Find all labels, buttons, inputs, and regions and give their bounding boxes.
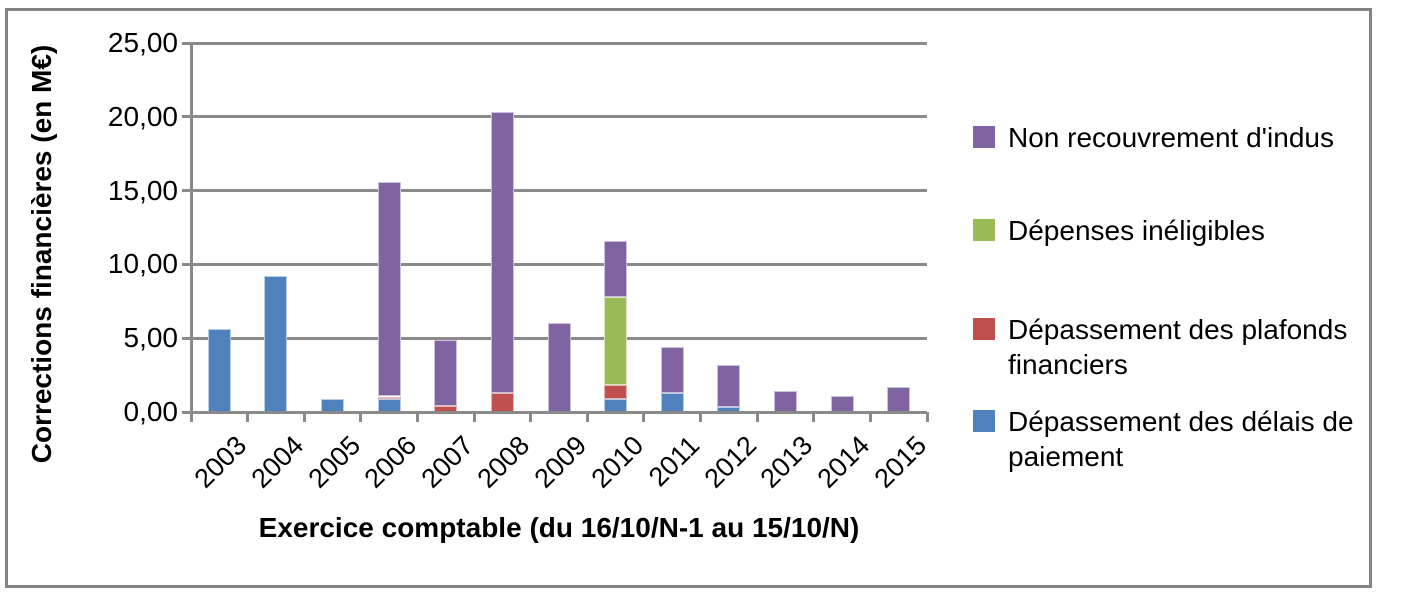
legend-label: Dépenses inéligibles — [1008, 215, 1265, 246]
y-tick-mark — [182, 262, 192, 266]
y-tick-mark — [182, 115, 192, 119]
y-tick-label: 20,00 — [107, 100, 178, 132]
x-tick-mark — [812, 412, 816, 422]
gridline-15 — [191, 189, 927, 193]
bar-segment-2015 — [887, 386, 911, 412]
legend-item: Non recouvrement d'indus — [973, 120, 1403, 155]
x-tick-mark — [529, 412, 533, 422]
y-tick-mark — [182, 189, 192, 193]
bar-segment-2012 — [717, 364, 741, 407]
y-tick-mark — [182, 41, 192, 45]
bar-segment-2007 — [434, 339, 458, 407]
bar-segment-2008 — [490, 392, 514, 412]
gridline-25 — [191, 41, 927, 45]
legend-label: Non recouvrement d'indus — [1008, 122, 1334, 153]
gridline-10 — [191, 262, 927, 266]
bar-segment-2010 — [604, 296, 628, 386]
x-tick-mark — [699, 412, 703, 422]
y-tick-label: 0,00 — [123, 396, 179, 427]
x-tick-mark — [246, 412, 250, 422]
x-tick-mark — [472, 412, 476, 422]
x-tick-mark — [359, 412, 363, 422]
legend-label: Dépassement des plafonds financiers — [1008, 314, 1348, 380]
x-tick-mark — [302, 412, 306, 422]
bar-segment-2003 — [207, 329, 231, 412]
legend-item: Dépenses inéligibles — [973, 213, 1403, 248]
legend-swatch — [973, 318, 995, 340]
legend-item: Dépassement des plafonds financiers — [973, 312, 1403, 382]
y-axis-title: Corrections financières (en M€) — [26, 44, 57, 464]
x-tick-mark — [925, 412, 929, 422]
bar-segment-2011 — [660, 392, 684, 412]
y-tick-label: 15,00 — [107, 174, 178, 206]
bar-segment-2013 — [773, 391, 797, 412]
y-tick-label: 5,00 — [123, 322, 179, 354]
legend-swatch — [973, 219, 995, 241]
chart-frame — [5, 8, 1372, 588]
y-tick-label: 10,00 — [107, 248, 178, 280]
x-axis-title: Exercice comptable (du 16/10/N-1 au 15/1… — [258, 512, 860, 543]
y-tick-mark — [182, 336, 192, 340]
gridline-20 — [191, 115, 927, 119]
legend-label: Dépassement des délais de paiement — [1008, 406, 1354, 472]
legend-swatch — [973, 410, 995, 432]
x-tick-mark — [642, 412, 646, 422]
x-tick-mark — [189, 412, 193, 422]
bar-segment-2006 — [377, 182, 401, 397]
legend-swatch — [973, 126, 995, 148]
legend-item: Dépassement des délais de paiement — [973, 404, 1403, 474]
plot-area — [191, 41, 927, 412]
bar-segment-2010 — [604, 240, 628, 297]
bar-segment-2006 — [377, 396, 401, 399]
y-tick-label: 25,00 — [107, 27, 178, 58]
bar-segment-2009 — [547, 323, 571, 412]
y-axis-line — [189, 43, 193, 422]
bar-segment-2011 — [660, 347, 684, 393]
bar-segment-2008 — [490, 112, 514, 393]
x-tick-mark — [755, 412, 759, 422]
x-tick-mark — [585, 412, 589, 422]
bar-segment-2004 — [264, 276, 288, 412]
bar-segment-2010 — [604, 385, 628, 399]
x-tick-mark — [868, 412, 872, 422]
x-axis-line — [183, 410, 927, 414]
x-tick-mark — [415, 412, 419, 422]
